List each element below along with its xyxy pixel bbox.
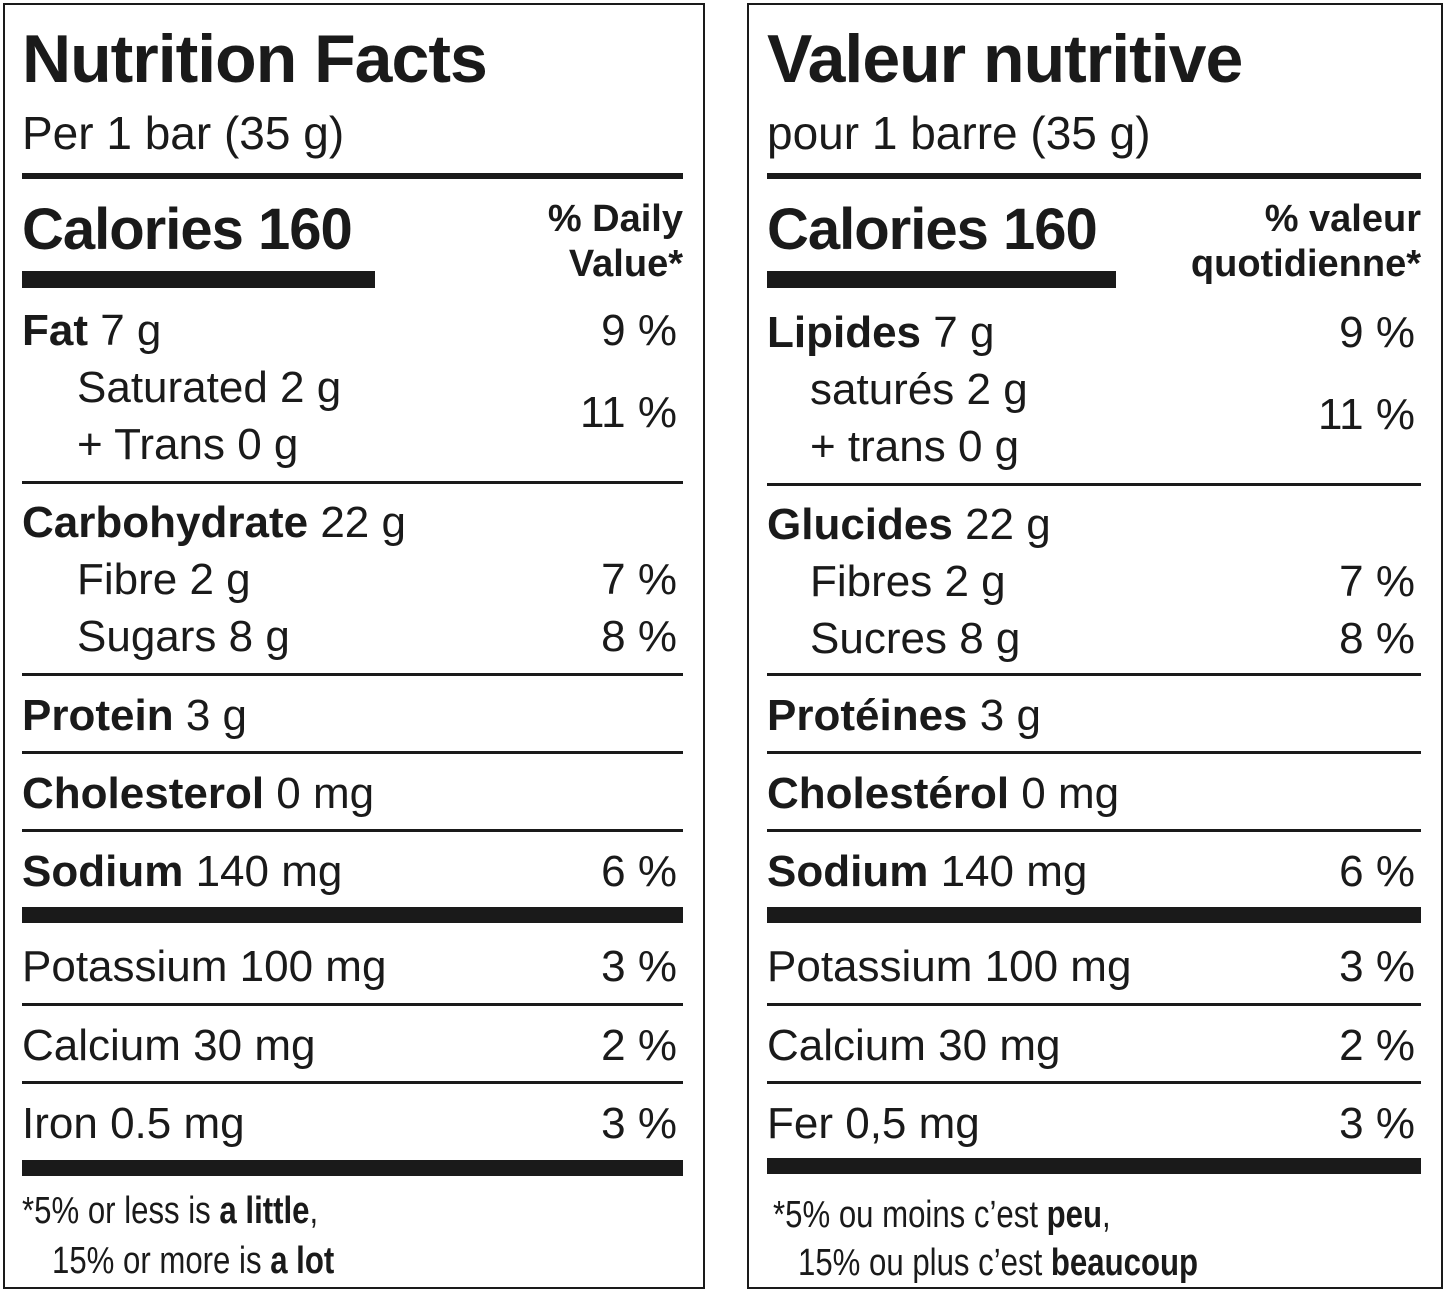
footnote-line2: 15% ou plus c’est beaucoup [798,1242,1199,1284]
nutrient-row-sodium: Sodium 140 mg 6 % [767,847,1415,896]
nutrient-row-lipides: Lipides 7 g 9 % [767,308,1415,357]
nutrient-row-cholesterol: Cholestérol 0 mg [767,769,1120,818]
nutrient-row-sodium: Sodium 140 mg 6 % [22,847,677,896]
divider [22,1003,683,1006]
nutrition-facts-panel-english: Nutrition Facts Per 1 bar (35 g) Calorie… [3,3,705,1289]
panel-title: Nutrition Facts [22,21,488,97]
divider [767,1003,1421,1006]
divider [22,1081,683,1084]
nutrient-row-trans: + trans 0 g [810,422,1020,471]
nutrient-row-satures: saturés 2 g [810,365,1028,414]
thick-divider [767,907,1421,923]
nutrient-row-trans: + Trans 0 g [77,420,299,469]
divider [22,829,683,832]
thick-divider [767,1158,1421,1174]
nutrient-row-potassium: Potassium 100 mg 3 % [767,942,1415,991]
divider [767,1081,1421,1084]
daily-value-header-line2: quotidienne* [1190,243,1421,285]
daily-value-header-line1: % Daily [547,198,683,240]
nutrient-row-carbohydrate: Carbohydrate 22 g [22,498,406,547]
nutrient-row-potassium: Potassium 100 mg 3 % [22,942,677,991]
nutrient-row-protein: Protein 3 g [22,691,247,740]
divider [767,673,1421,676]
divider [22,481,683,484]
nutrient-row-calcium: Calcium 30 mg 2 % [22,1021,677,1070]
nutrient-row-iron: Iron 0.5 mg 3 % [22,1099,677,1148]
nutrient-row-fibre: Fibre 2 g 7 % [77,555,677,604]
divider [767,751,1421,754]
daily-value: 9 % [601,306,677,355]
daily-value-header: % valeur quotidienne* [1191,197,1421,287]
footnote-line2: 15% or more is a lot [52,1240,335,1282]
nutrient-row-fibres: Fibres 2 g 7 % [810,557,1415,606]
thick-divider [22,1160,683,1176]
serving-size: Per 1 bar (35 g) [22,107,345,159]
calories-bar [22,271,375,288]
nutrient-row-calcium: Calcium 30 mg 2 % [767,1021,1415,1070]
divider [767,483,1421,486]
nutrient-row-fer: Fer 0,5 mg 3 % [767,1099,1415,1148]
daily-value-header: % Daily Value* [548,197,683,287]
nutrient-row-saturated: Saturated 2 g [77,363,342,412]
nutrient-row-sugars: Sugars 8 g 8 % [77,612,677,661]
daily-value-header-line1: % valeur [1264,198,1421,240]
calories: Calories 160 [767,197,1098,262]
calories: Calories 160 [22,197,353,262]
divider [22,751,683,754]
divider [22,673,683,676]
divider [767,829,1421,832]
serving-size: pour 1 barre (35 g) [767,107,1151,159]
divider [22,173,683,179]
panel-title: Valeur nutritive [767,21,1243,97]
daily-value-header-line2: Value* [568,243,683,285]
calories-bar [767,271,1116,288]
nutrient-row-sucres: Sucres 8 g 8 % [810,614,1415,663]
divider [767,173,1421,179]
footnote-line1: *5% ou moins c’est peu, [773,1194,1111,1236]
nutrient-row-fat: Fat 7 g 9 % [22,303,683,359]
nutrient-row-cholesterol: Cholesterol 0 mg [22,769,375,818]
nutrient-row-glucides: Glucides 22 g [767,500,1051,549]
nutrient-row-proteines: Protéines 3 g [767,691,1041,740]
nutrition-facts-panel-french: Valeur nutritive pour 1 barre (35 g) Cal… [747,3,1443,1289]
footnote-line1: *5% or less is a little, [22,1190,319,1232]
thick-divider [22,907,683,923]
